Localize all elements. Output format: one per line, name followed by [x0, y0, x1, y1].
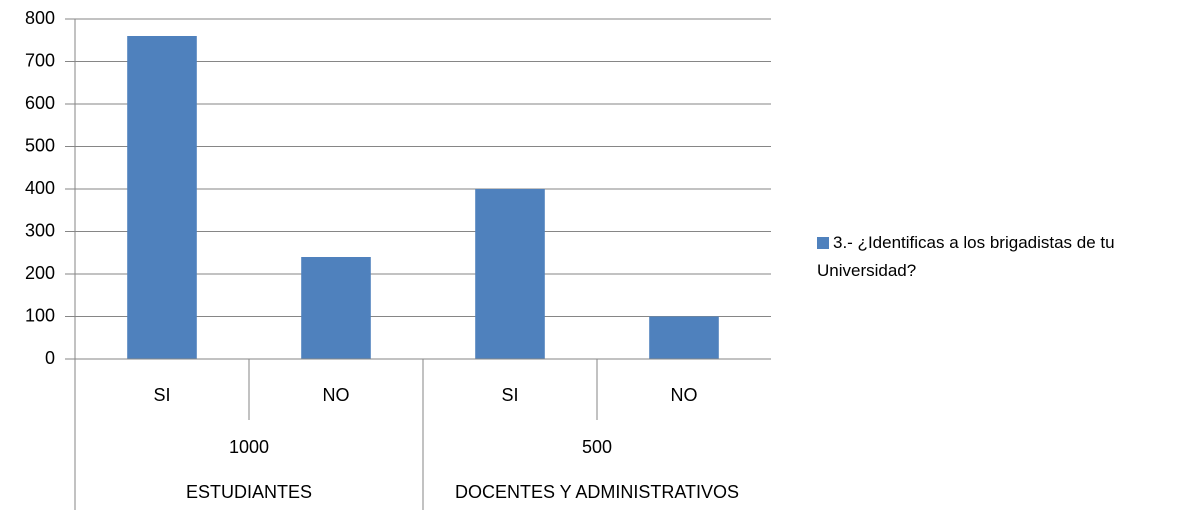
- y-tick-label: 100: [25, 305, 55, 325]
- y-tick-label: 800: [25, 8, 55, 28]
- group-label: 1000: [229, 437, 269, 457]
- x-tick-label: SI: [501, 385, 518, 405]
- legend: 3.- ¿Identificas a los brigadistas de tu…: [817, 229, 1167, 285]
- group-label: 500: [582, 437, 612, 457]
- y-tick-label: 600: [25, 93, 55, 113]
- y-tick-label: 700: [25, 50, 55, 70]
- y-tick-label: 0: [45, 348, 55, 368]
- bar: [301, 257, 371, 359]
- y-tick-label: 200: [25, 263, 55, 283]
- bar: [475, 189, 545, 359]
- y-tick-label: 300: [25, 220, 55, 240]
- y-tick-label: 500: [25, 135, 55, 155]
- x-tick-label: NO: [323, 385, 350, 405]
- legend-swatch: [817, 237, 829, 249]
- group-label: DOCENTES Y ADMINISTRATIVOS: [455, 482, 739, 502]
- bar: [649, 316, 719, 359]
- x-tick-label: NO: [671, 385, 698, 405]
- legend-label: 3.- ¿Identificas a los brigadistas de tu…: [817, 233, 1115, 280]
- y-tick-label: 400: [25, 178, 55, 198]
- x-tick-label: SI: [153, 385, 170, 405]
- bar: [127, 36, 197, 359]
- group-label: ESTUDIANTES: [186, 482, 312, 502]
